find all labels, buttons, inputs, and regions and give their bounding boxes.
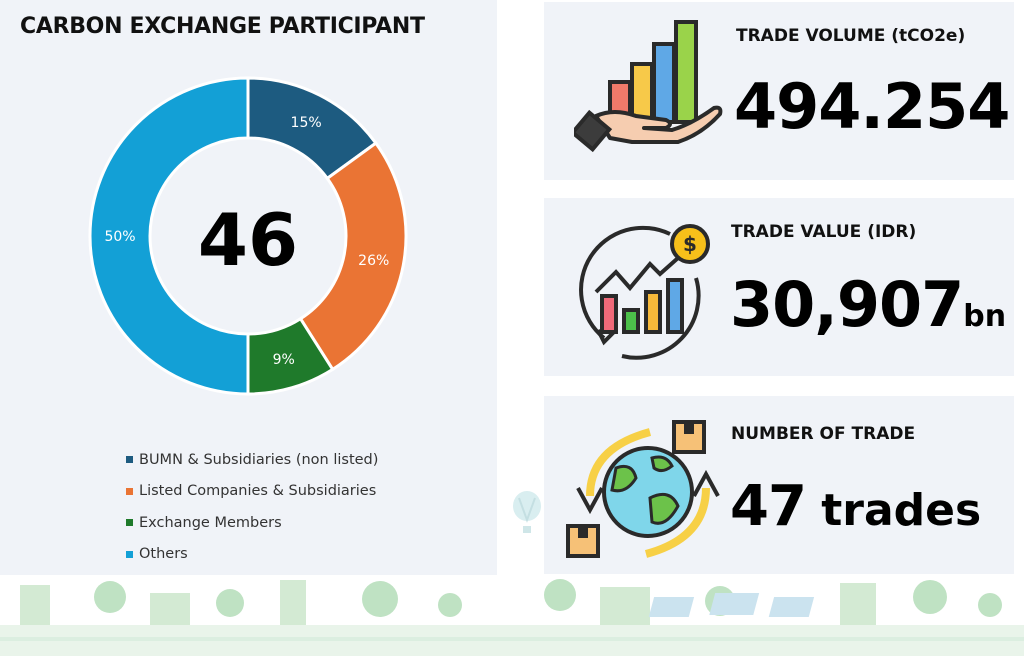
legend-item: Listed Companies & Subsidiaries [126, 476, 378, 508]
green-city-skyline [0, 575, 1024, 656]
donut-slice [88, 76, 250, 396]
panel-title: CARBON EXCHANGE PARTICIPANT [20, 14, 425, 39]
legend-label: BUMN & Subsidiaries (non listed) [139, 451, 379, 468]
legend-swatch [126, 519, 133, 527]
donut-slice-label: 9% [273, 352, 295, 368]
growth-chart-coin-icon: $ [579, 224, 710, 360]
donut-slice-label: 15% [291, 115, 322, 131]
trade-count-label: NUMBER OF TRADE [731, 424, 916, 444]
legend-swatch [126, 550, 133, 558]
svg-text:$: $ [683, 232, 697, 256]
legend-item: Exchange Members [126, 507, 378, 539]
trade-value-card: $ TRADE VALUE (IDR) 30,907bn [544, 198, 1014, 376]
trade-value-label: TRADE VALUE (IDR) [731, 222, 917, 242]
legend-swatch [126, 456, 133, 464]
trade-count-card: NUMBER OF TRADE 47 trades [544, 396, 1014, 574]
trade-count-value: 47 trades [730, 474, 982, 539]
donut-slice-label: 50% [104, 229, 135, 245]
trade-volume-card: TRADE VOLUME (tCO2e) 494.254 [544, 2, 1014, 180]
legend-label: Exchange Members [139, 514, 282, 531]
participant-panel: CARBON EXCHANGE PARTICIPANT 15% 26% 9% 50% … [0, 0, 497, 575]
globe-exchange-icon [566, 420, 720, 558]
legend-item: Others [126, 539, 378, 571]
hot-air-balloon-icon [513, 491, 541, 533]
legend-item: BUMN & Subsidiaries (non listed) [126, 444, 378, 476]
hand-bar-chart-icon [574, 20, 723, 153]
trade-volume-value: 494.254 [734, 70, 1010, 143]
trade-value-value: 30,907bn [730, 268, 1007, 341]
legend-label: Listed Companies & Subsidiaries [139, 483, 377, 500]
donut-center-value: 46 [197, 198, 299, 282]
legend-label: Others [139, 546, 188, 563]
participant-donut-chart: 15% 26% 9% 50% [88, 76, 408, 396]
legend-swatch [126, 487, 133, 495]
donut-slice [298, 141, 408, 372]
donut-slice-label: 26% [358, 253, 389, 269]
chart-legend: BUMN & Subsidiaries (non listed) Listed C… [126, 444, 378, 570]
trade-volume-label: TRADE VOLUME (tCO2e) [736, 26, 966, 46]
